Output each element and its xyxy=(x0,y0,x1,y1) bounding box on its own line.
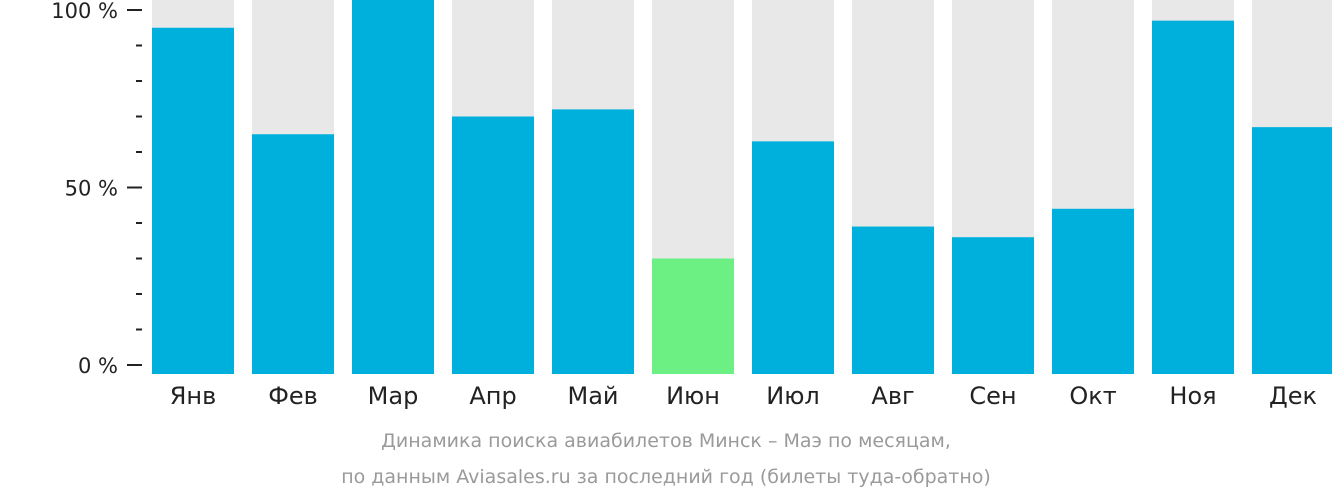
bar-12 xyxy=(1252,127,1332,375)
y-tick-label-3: 0 % xyxy=(78,354,118,378)
bar-chart: Янв Фев Мар Апр Май Июн Июл Авг Сен Окт Ноя Дек 100 … xyxy=(51,0,1332,410)
bar-5 xyxy=(552,109,634,375)
y-tick-label-2: 50 % xyxy=(65,177,118,201)
bar-4 xyxy=(452,116,534,374)
y-tick-label-1: 100 % xyxy=(51,0,118,23)
chart-caption-line-2: по данным Aviasales.ru за последний год … xyxy=(341,466,991,488)
bar-1 xyxy=(152,27,234,374)
x-tick-label-4: Апр xyxy=(469,382,516,410)
x-tick-label-9: Сен xyxy=(969,382,1016,410)
x-tick-label-11: Ноя xyxy=(1169,382,1216,410)
x-tick-label-5: Май xyxy=(567,382,618,410)
bar-8 xyxy=(852,226,934,374)
x-tick-label-7: Июл xyxy=(766,382,820,410)
bar-11 xyxy=(1152,20,1234,375)
x-tick-label-3: Мар xyxy=(368,382,419,410)
bar-3 xyxy=(352,0,434,374)
x-tick-label-10: Окт xyxy=(1069,382,1116,410)
x-tick-label-12: Дек xyxy=(1269,382,1317,410)
chart-caption-line-1: Динамика поиска авиабилетов Минск – Маэ … xyxy=(381,430,951,452)
x-tick-label-6: Июн xyxy=(666,382,720,410)
bar-10 xyxy=(1052,208,1134,374)
bar-9 xyxy=(952,237,1034,374)
x-tick-label-1: Янв xyxy=(170,382,217,410)
x-tick-label-8: Авг xyxy=(871,382,914,410)
bar-7 xyxy=(752,141,834,374)
x-tick-label-2: Фев xyxy=(268,382,318,410)
bar-6 xyxy=(652,258,734,374)
bar-2 xyxy=(252,134,334,374)
